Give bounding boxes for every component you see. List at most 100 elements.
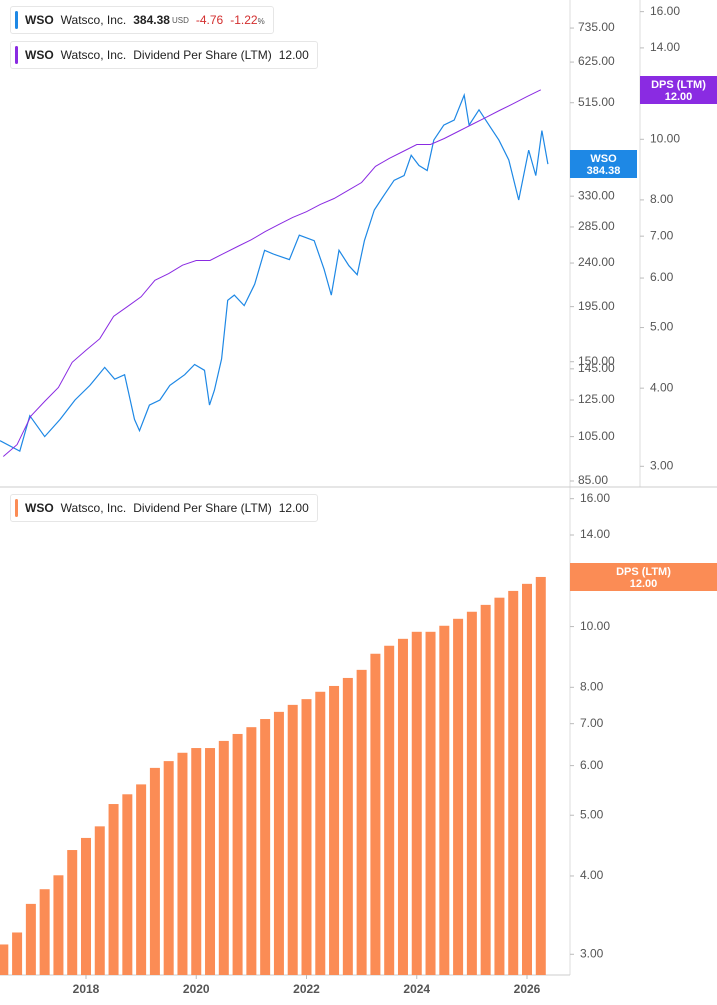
bar [329,685,340,975]
series-line [2,89,542,457]
y-tick-label: 195.00 [578,299,615,313]
y-tick-label: 16.00 [580,491,610,505]
y-tick-label: 8.00 [580,679,604,693]
legend-currency: USD [171,15,189,25]
y-tick-label: 625.00 [578,54,615,68]
bar [425,631,436,975]
y-tick-label: 145.00 [578,361,615,375]
bar [205,748,216,975]
y-tick-label: 5.00 [580,807,604,821]
bar [508,590,519,975]
y-tick-label: 14.00 [650,40,680,54]
badge-value: 384.38 [586,165,621,178]
bar [315,691,326,975]
y-tick-label: 150.00 [578,354,615,368]
bar [0,944,9,975]
y-tick-label: 6.00 [650,270,674,284]
legend-change-pct: -1.22 [230,13,258,27]
y-tick-label: 16.00 [650,4,680,18]
legend-dps-bars: WSO Watsco, Inc. Dividend Per Share (LTM… [10,494,318,522]
y-tick-label: 85.00 [578,473,608,487]
y-tick-label: 6.00 [580,758,604,772]
bar [53,875,64,975]
dps-badge: DPS (LTM) 12.00 [570,562,717,591]
bar [94,826,105,975]
y-tick-label: 14.00 [580,527,610,541]
bar [12,932,23,975]
bar [218,740,229,975]
bar [191,748,202,975]
y-tick-label: 515.00 [578,95,615,109]
legend-swatch [15,499,18,517]
bar [494,597,505,975]
bar [535,576,546,975]
legend-name: Watsco, Inc. [60,501,127,515]
y-tick-label: 4.00 [580,868,604,882]
y-tick-label: 5.00 [650,320,674,334]
badge-label: DPS (LTM) [651,78,706,91]
y-tick-label: 125.00 [578,392,615,406]
legend-last: 12.00 [278,501,309,515]
y-tick-label: 735.00 [578,20,615,34]
badge-label: WSO [590,153,617,166]
badge-value: 12.00 [664,90,693,103]
bar [466,611,477,975]
badge-value: 12.00 [629,577,658,590]
bar [246,727,257,975]
y-tick-label: 7.00 [650,228,674,242]
legend-pct-unit: % [257,17,265,26]
series-line [0,92,549,452]
bar [39,889,50,975]
y-tick-label: 8.00 [650,192,674,206]
price-badge: WSO 384.38 [570,150,637,179]
legend-ticker: WSO [25,48,54,62]
bar [301,699,312,975]
legend-name: Watsco, Inc. [60,48,127,62]
bar [67,850,78,975]
y-tick-label: 240.00 [578,255,615,269]
bar [25,903,36,975]
bar [370,653,381,975]
y-tick-label: 4.00 [650,380,674,394]
bar [136,784,147,975]
bar [342,677,353,975]
bar [384,645,395,975]
bar [397,638,408,975]
x-tick-label: 2022 [293,982,320,996]
bar [108,804,119,975]
bar [122,794,133,975]
y-tick-label: 285.00 [578,219,615,233]
legend-series: Dividend Per Share (LTM) [133,48,272,62]
bar [273,711,284,975]
legend-series: Dividend Per Share (LTM) [133,501,272,515]
legend-swatch [15,11,18,29]
legend-price: WSO Watsco, Inc. 384.38 USD -4.76 -1.22% [10,6,274,34]
legend-last: 384.38 [133,13,170,27]
x-tick-label: 2018 [73,982,100,996]
bar [287,704,298,975]
y-tick-label: 10.00 [650,131,680,145]
badge-label: DPS (LTM) [616,565,671,578]
bar [260,719,271,975]
legend-swatch [15,46,18,64]
bar [411,631,422,975]
bar [177,752,188,975]
legend-ticker: WSO [25,501,54,515]
bar [163,761,174,975]
legend-ticker: WSO [25,13,54,27]
y-tick-label: 3.00 [580,946,604,960]
legend-last: 12.00 [278,48,309,62]
bar [439,625,450,975]
bar [356,669,367,975]
bar [522,583,533,975]
legend-dps: WSO Watsco, Inc. Dividend Per Share (LTM… [10,41,318,69]
y-tick-label: 7.00 [580,716,604,730]
legend-name: Watsco, Inc. [60,13,127,27]
bar [149,767,160,975]
bar [80,837,91,975]
bar [232,733,243,975]
bar [453,618,464,975]
y-tick-label: 105.00 [578,429,615,443]
